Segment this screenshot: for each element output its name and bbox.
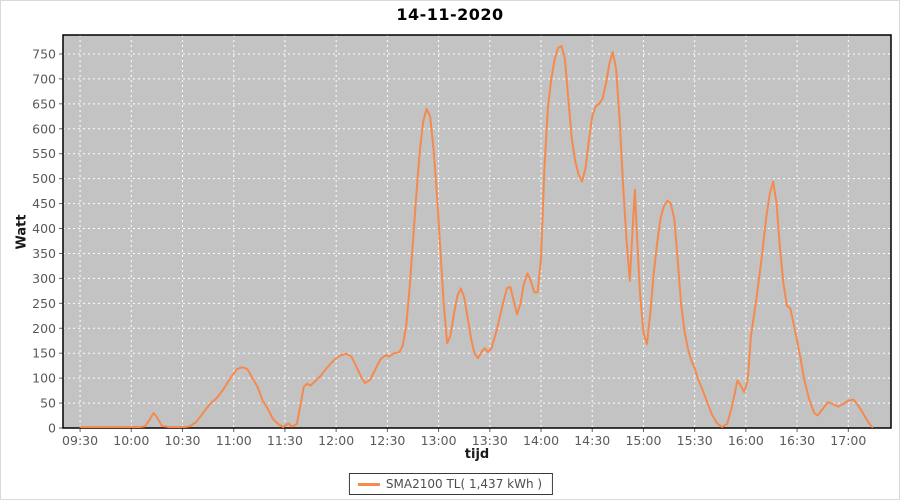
x-tick-label: 13:00 xyxy=(421,433,457,448)
y-tick-label: 300 xyxy=(32,271,56,286)
x-tick-label: 16:30 xyxy=(779,433,815,448)
x-tick-label: 16:00 xyxy=(728,433,764,448)
legend-series-line-icon xyxy=(357,482,380,486)
legend-series-label: SMA2100 TL( 1,437 kWh ) xyxy=(385,477,543,491)
y-tick-label: 750 xyxy=(32,46,56,61)
x-tick-label: 17:00 xyxy=(830,433,866,448)
y-tick-label: 250 xyxy=(32,296,56,311)
legend: SMA2100 TL( 1,437 kWh ) xyxy=(348,473,554,495)
x-tick-label: 15:00 xyxy=(625,433,661,448)
x-axis-title: tijd xyxy=(464,447,490,462)
y-axis-title: Watt xyxy=(14,214,30,250)
y-tick-label: 100 xyxy=(32,371,56,386)
y-tick-label: 50 xyxy=(40,396,56,411)
x-tick-label: 12:00 xyxy=(318,433,354,448)
x-tick-label: 15:30 xyxy=(677,433,713,448)
x-tick-label: 14:00 xyxy=(523,433,559,448)
x-tick-label: 09:30 xyxy=(62,433,98,448)
x-tick-label: 11:30 xyxy=(267,433,303,448)
y-tick-label: 450 xyxy=(32,196,56,211)
x-tick-label: 12:30 xyxy=(369,433,405,448)
x-tick-label: 10:00 xyxy=(113,433,149,448)
plot-border xyxy=(62,34,892,429)
y-tick-label: 700 xyxy=(32,71,56,86)
y-tick-label: 550 xyxy=(32,146,56,161)
y-tick-label: 400 xyxy=(32,221,56,236)
chart-title: 14-11-2020 xyxy=(396,5,504,24)
x-tick-label: 14:30 xyxy=(574,433,610,448)
y-tick-label: 500 xyxy=(32,171,56,186)
y-tick-label: 200 xyxy=(32,321,56,336)
plot-background xyxy=(63,35,891,428)
x-tick-label: 13:30 xyxy=(472,433,508,448)
y-tick-label: 350 xyxy=(32,246,56,261)
y-tick-label: 650 xyxy=(32,96,56,111)
y-tick-label: 0 xyxy=(48,421,56,436)
x-tick-label: 10:30 xyxy=(164,433,200,448)
y-tick-label: 150 xyxy=(32,346,56,361)
series-line xyxy=(79,45,874,428)
y-tick-label: 600 xyxy=(32,121,56,136)
x-tick-label: 11:00 xyxy=(216,433,252,448)
